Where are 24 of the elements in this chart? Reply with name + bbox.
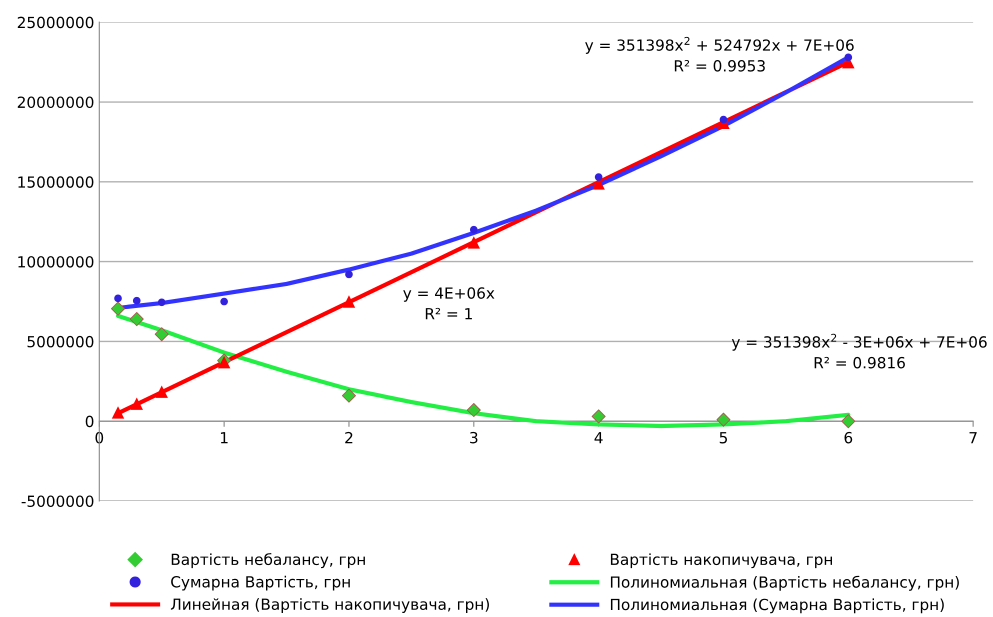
y-tick-label: 25000000: [18, 16, 94, 28]
legend-label: Полиномиальная (Сумарна Вартість, грн): [610, 598, 944, 614]
y-tick-label: 5000000: [28, 336, 94, 348]
x-tick-label: 5: [720, 432, 727, 444]
x-tick-label: 4: [594, 432, 603, 444]
y-tick-label: 15000000: [18, 176, 94, 188]
y-tick-label: 0: [86, 416, 94, 428]
legend-label: Сумарна Вартість, грн: [171, 576, 350, 591]
legend-label: Полиномиальная (Вартість небалансу, грн): [610, 576, 959, 591]
x-tick-label: 0: [95, 432, 104, 444]
y-tick-label: 20000000: [18, 96, 94, 108]
x-tick-label: 7: [970, 432, 977, 444]
annotation: y = 351398x$^{2}$ - 3E+06x + 7E+06 R² = 0.9816: [732, 334, 987, 368]
y-tick-label: -5000000: [22, 495, 94, 508]
y-tick-label: 10000000: [18, 256, 94, 268]
annotation: y = 351398x$^{2}$ + 524792x + 7E+06 R² = 0.9953: [585, 36, 854, 72]
legend-label: Вартість накопичувача, грн: [610, 553, 832, 568]
x-tick-label: 6: [844, 432, 852, 444]
annotation: y = 4E+06x R² = 1: [403, 287, 494, 320]
x-tick-label: 3: [470, 432, 478, 444]
legend-label: Вартість небалансу, грн: [172, 553, 365, 568]
x-tick-label: 1: [220, 432, 228, 444]
legend-label: Линейная (Вартість накопичувача, грн): [170, 598, 489, 613]
x-tick-label: 2: [345, 432, 352, 444]
